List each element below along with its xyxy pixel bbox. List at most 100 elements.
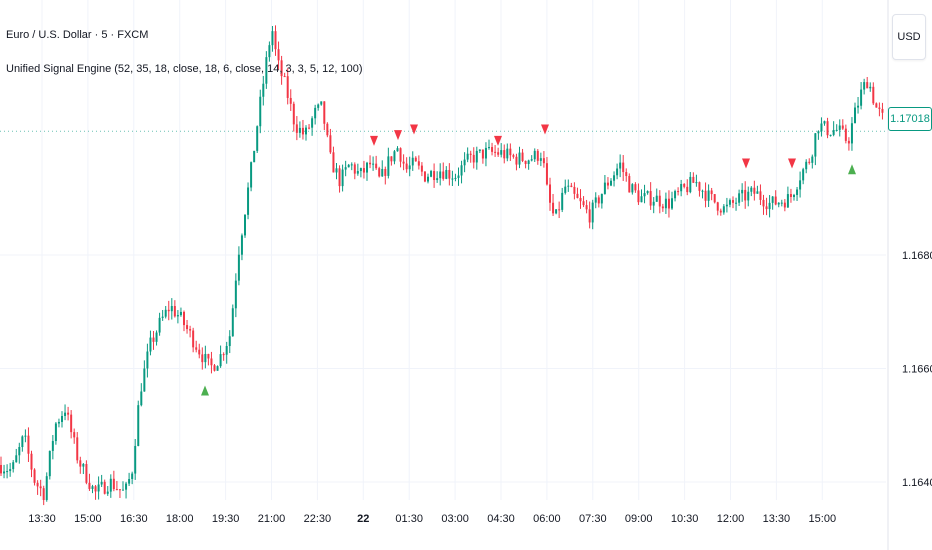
- candle-body: [228, 336, 231, 347]
- candle-body: [253, 150, 256, 163]
- candle-body: [109, 478, 112, 492]
- candle-body: [442, 171, 445, 179]
- candle-body: [637, 190, 640, 203]
- candle-body: [250, 162, 253, 188]
- candle-body: [222, 354, 225, 356]
- candle-body: [710, 190, 713, 195]
- candle-body: [713, 194, 716, 203]
- candle-body: [689, 176, 692, 193]
- price-tick-label: 1.16400: [902, 477, 932, 489]
- symbol-title[interactable]: Euro / U.S. Dollar · 5 · FXCM: [6, 29, 149, 41]
- time-axis[interactable]: 13:30 15:00 16:30 18:00 19:30 21:00 22:30 22 01:…: [28, 513, 836, 525]
- candle-body: [527, 160, 530, 165]
- candle-body: [323, 101, 326, 124]
- signal-markers: [201, 124, 856, 396]
- candle-body: [753, 187, 756, 194]
- time-tick-label: 18:00: [166, 513, 194, 525]
- sell-signal-triangle: [541, 124, 549, 135]
- candle-body: [640, 196, 643, 203]
- candle-body: [658, 195, 661, 207]
- candle-body: [359, 168, 362, 172]
- candle-body: [414, 157, 417, 162]
- candle-body: [0, 464, 2, 474]
- candle-body: [542, 158, 545, 164]
- time-tick-label: 13:30: [28, 513, 56, 525]
- candle-body: [857, 105, 860, 108]
- candle-body: [841, 125, 844, 129]
- candle-body: [515, 156, 518, 165]
- candle-body: [311, 118, 314, 128]
- candle-body: [832, 129, 835, 135]
- candle-body: [610, 180, 612, 186]
- candle-body: [45, 476, 48, 500]
- candle-body: [567, 185, 570, 187]
- candle-body: [91, 486, 94, 489]
- candle-body: [317, 104, 320, 108]
- candle-body: [97, 484, 100, 492]
- candle-body: [100, 481, 103, 485]
- candle-body: [137, 405, 140, 446]
- candle-body: [869, 86, 872, 89]
- candle-body: [680, 183, 683, 192]
- candle-body: [439, 171, 442, 179]
- candle-body: [115, 489, 118, 491]
- candle-body: [698, 182, 701, 191]
- candle-body: [122, 489, 124, 491]
- time-tick-label: 15:00: [809, 513, 837, 525]
- sell-signal-triangle: [742, 158, 750, 169]
- candle-body: [793, 194, 795, 198]
- candle-body: [808, 161, 811, 163]
- candle-body: [216, 366, 219, 371]
- candle-body: [768, 202, 771, 210]
- candle-body: [189, 329, 192, 331]
- candle-body: [549, 184, 551, 203]
- candle-body: [378, 168, 381, 177]
- candle-body: [286, 76, 289, 98]
- candle-body: [128, 479, 131, 484]
- candle-body: [759, 191, 762, 200]
- candle-body: [536, 150, 539, 161]
- candle-body: [533, 150, 536, 160]
- candle-body: [686, 186, 689, 193]
- candle-body: [802, 169, 805, 181]
- candle-body: [338, 168, 341, 187]
- candle-body: [30, 453, 33, 470]
- candle-body: [305, 127, 307, 135]
- candle-body: [454, 177, 457, 179]
- candle-body: [33, 469, 36, 483]
- candle-body: [353, 164, 356, 174]
- currency-button[interactable]: USD: [892, 14, 926, 60]
- candle-body: [158, 317, 161, 333]
- candle-body: [292, 103, 295, 125]
- price-axis[interactable]: 1.16400 1.16600 1.16800: [887, 0, 932, 550]
- candle-body: [289, 97, 292, 104]
- candle-body: [88, 482, 91, 489]
- candle-body: [585, 205, 588, 210]
- candle-body: [64, 412, 67, 416]
- candle-body: [606, 182, 609, 186]
- candle-body: [628, 176, 631, 193]
- candle-body: [564, 186, 567, 193]
- sell-signal-triangle: [494, 135, 502, 146]
- candle-body: [509, 148, 512, 156]
- candle-body: [244, 214, 246, 236]
- candle-body: [268, 45, 271, 58]
- candle-body: [603, 182, 606, 194]
- candle-body: [835, 129, 838, 131]
- candle-body: [240, 235, 243, 255]
- candle-body: [600, 193, 603, 204]
- candle-body: [265, 57, 268, 84]
- candle-body: [399, 148, 402, 162]
- indicator-legend[interactable]: Unified Signal Engine (52, 35, 18, close…: [6, 63, 363, 75]
- candle-body: [213, 365, 216, 371]
- candle-body: [298, 127, 301, 133]
- candle-body: [393, 151, 396, 162]
- candle-body: [271, 31, 274, 46]
- candle-body: [597, 197, 600, 204]
- candle-body: [347, 164, 350, 168]
- candle-body: [545, 163, 548, 185]
- candle-body: [722, 206, 725, 213]
- candle-body: [820, 123, 823, 132]
- candle-body: [826, 121, 829, 136]
